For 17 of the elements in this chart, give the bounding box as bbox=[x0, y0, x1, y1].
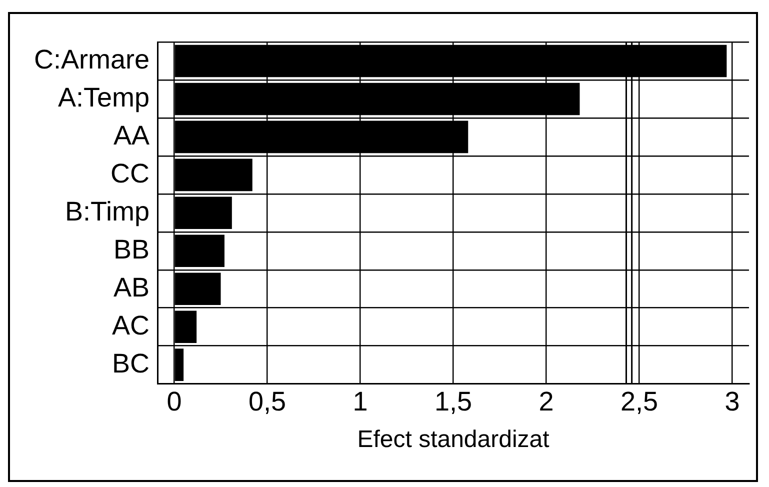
y-tick-label: BC bbox=[112, 348, 150, 378]
y-tick-label: CC bbox=[110, 158, 150, 188]
x-tick-label: 1,5 bbox=[434, 386, 472, 416]
y-tick-label: C:Armare bbox=[34, 44, 150, 74]
y-tick-label: AC bbox=[112, 310, 150, 340]
x-tick-label: 2 bbox=[538, 386, 554, 416]
x-tick-label: 1 bbox=[352, 386, 368, 416]
y-tick-label: A:Temp bbox=[58, 82, 150, 112]
y-tick-label: AA bbox=[113, 120, 150, 150]
x-tick-label: 3 bbox=[724, 386, 740, 416]
y-tick-label: BB bbox=[113, 234, 150, 264]
x-tick-label: 0,5 bbox=[248, 386, 286, 416]
x-axis-title: Efect standardizat bbox=[357, 426, 550, 454]
x-tick-label: 2,5 bbox=[620, 386, 658, 416]
x-tick-label: 0 bbox=[166, 386, 182, 416]
y-tick-label: B:Timp bbox=[65, 196, 150, 226]
y-tick-label: AB bbox=[113, 272, 150, 302]
